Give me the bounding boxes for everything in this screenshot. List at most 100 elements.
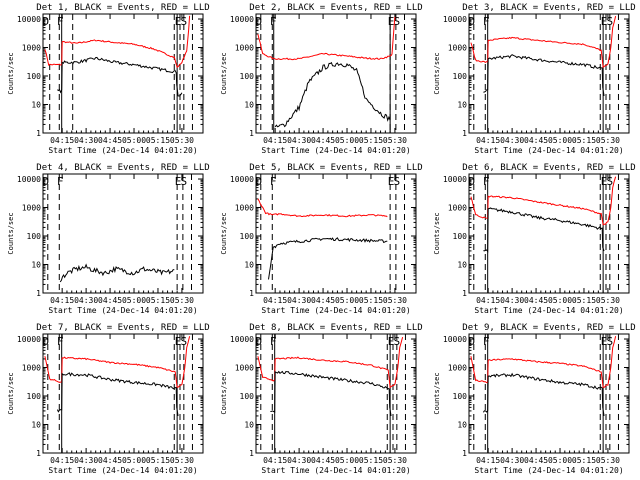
region-label: F [483,175,490,188]
region-label: D [469,175,476,188]
x-tick-label: 04:45 [311,136,335,145]
x-tick-label: 05:30 [596,456,620,465]
y-axis-label: Counts/sec [220,52,228,94]
region-label: F [270,15,277,28]
x-tick-label: 04:15 [476,296,500,305]
x-tick-label: 04:15 [476,456,500,465]
region-label: E [601,175,608,188]
y-tick-label: 10000 [230,175,254,184]
region-label: E [175,335,182,348]
y-tick-label: 100 [453,232,468,241]
x-tick-label: 05:30 [170,296,194,305]
x-tick-label: 04:45 [98,296,122,305]
x-tick-label: 05:15 [572,296,596,305]
x-tick-label: 04:15 [263,296,287,305]
x-axis-label: Start Time (24-Dec-14 04:01:20) [474,306,623,315]
y-tick-label: 1 [249,289,254,298]
y-tick-label: 1 [462,449,467,458]
region-label: E [175,15,182,28]
y-tick-label: 10000 [230,335,254,344]
x-tick-label: 05:30 [383,296,407,305]
x-tick-label: 04:15 [50,136,74,145]
region-label: D [469,15,476,28]
lld-rate-line [470,176,617,226]
x-tick-label: 04:15 [476,136,500,145]
x-tick-label: 05:00 [548,136,572,145]
region-label: F [483,335,490,348]
plot-frame [255,173,417,294]
region-label: E [601,15,608,28]
lld-rate-line [257,198,388,218]
y-tick-label: 10000 [17,15,41,24]
y-tick-label: 10 [31,421,41,430]
x-tick-label: 05:15 [146,296,170,305]
y-tick-label: 10000 [443,335,467,344]
y-axis-label: Counts/sec [433,52,441,94]
plot-frame [468,13,630,134]
x-tick-label: 05:30 [596,296,620,305]
region-label: S [607,335,614,348]
x-tick-label: 05:30 [170,456,194,465]
panel-title: Det 8, BLACK = Events, RED = LLD [249,323,422,333]
x-axis-label: Start Time (24-Dec-14 04:01:20) [48,306,197,315]
lld-rate-line [257,16,396,61]
x-axis-label: Start Time (24-Dec-14 04:01:20) [474,466,623,475]
x-tick-label: 05:00 [122,296,146,305]
y-tick-label: 1000 [22,204,41,213]
panel-title: Det 6, BLACK = Events, RED = LLD [462,163,635,173]
x-tick-label: 04:45 [98,136,122,145]
plot-frame [42,13,204,134]
x-tick-label: 05:00 [335,296,359,305]
region-label: S [607,15,614,28]
x-tick-label: 05:00 [122,456,146,465]
region-label: E [175,175,182,188]
y-tick-label: 1000 [448,204,467,213]
lld-rate-line [44,15,191,68]
x-tick-label: 05:15 [359,136,383,145]
lld-rate-line [470,336,617,388]
x-tick-label: 04:45 [311,456,335,465]
y-tick-label: 100 [27,72,42,81]
events-rate-line [57,56,183,97]
x-tick-label: 04:30 [74,136,98,145]
x-tick-label: 05:30 [383,136,407,145]
y-tick-label: 10000 [230,15,254,24]
x-tick-label: 04:30 [74,296,98,305]
events-rate-line [270,370,392,416]
x-axis-label: Start Time (24-Dec-14 04:01:20) [261,466,410,475]
plot-frame [42,333,204,454]
events-rate-line [268,237,388,280]
y-tick-label: 100 [27,392,42,401]
x-tick-label: 04:45 [98,456,122,465]
events-rate-line [56,372,179,416]
y-tick-label: 10000 [17,335,41,344]
region-label: D [469,335,476,348]
panel-det-9: Det 9, BLACK = Events, RED = LLD 1 10 100 10… [433,323,636,475]
y-tick-label: 1000 [22,364,41,373]
x-tick-label: 05:15 [572,136,596,145]
x-tick-label: 05:15 [146,456,170,465]
region-label: E [388,335,395,348]
x-tick-label: 04:15 [50,296,74,305]
x-tick-label: 04:15 [263,456,287,465]
x-tick-label: 04:15 [50,456,74,465]
region-label: S [607,175,614,188]
y-tick-label: 1000 [235,44,254,53]
region-label: D [256,175,263,188]
x-tick-label: 04:45 [524,296,548,305]
x-tick-label: 04:30 [287,456,311,465]
panel-title: Det 9, BLACK = Events, RED = LLD [462,323,635,333]
panel-det-8: Det 8, BLACK = Events, RED = LLD 1 10 100 10… [220,323,423,475]
x-axis-label: Start Time (24-Dec-14 04:01:20) [474,146,623,155]
y-tick-label: 1000 [235,364,254,373]
region-label: E [601,335,608,348]
region-label: F [270,175,277,188]
x-tick-label: 04:45 [524,136,548,145]
y-tick-label: 1 [462,289,467,298]
x-tick-label: 05:00 [335,456,359,465]
events-rate-line [59,263,175,283]
y-axis-label: Counts/sec [7,212,15,254]
panel-title: Det 5, BLACK = Events, RED = LLD [249,163,422,173]
x-tick-label: 05:00 [548,296,572,305]
